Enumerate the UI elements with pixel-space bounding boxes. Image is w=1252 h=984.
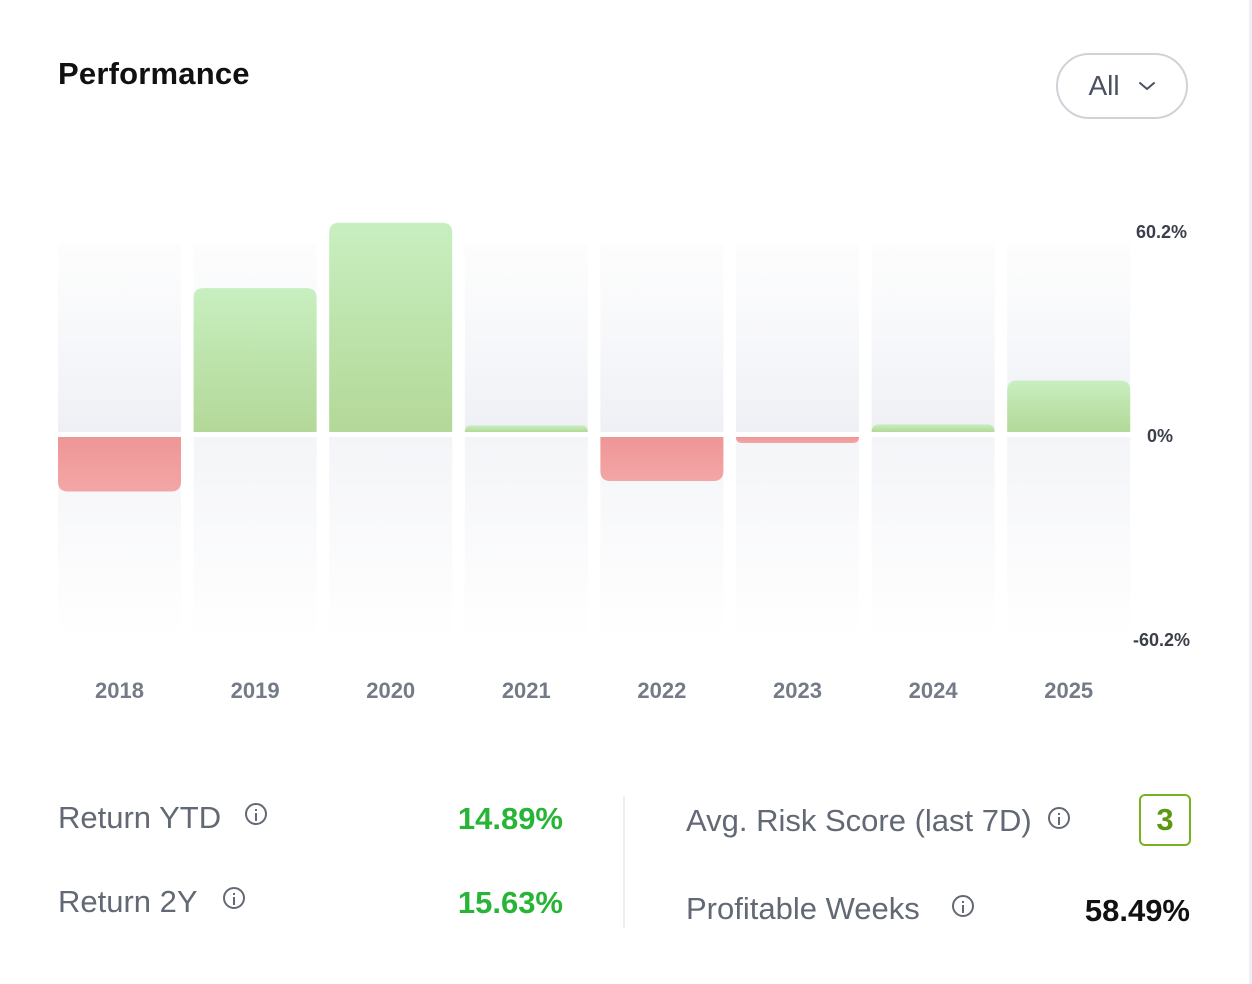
- x-tick-label: 2024: [909, 678, 959, 703]
- x-tick-label: 2019: [231, 678, 280, 703]
- page-title: Performance: [58, 56, 250, 91]
- performance-chart: 2018 2019 2020 2021 2022 2023 2024 2025 60.2% 0…: [58, 222, 1190, 703]
- return-2y-value: 15.63%: [457, 885, 563, 920]
- y-tick-zero: 0%: [1147, 426, 1173, 446]
- bar-track-upper: [871, 244, 995, 432]
- bar-track-upper: [600, 244, 724, 432]
- bar-2019[interactable]: [193, 288, 317, 432]
- return-2y-label: Return 2Y: [58, 884, 198, 919]
- bar-2020[interactable]: [329, 222, 453, 432]
- return-ytd-value: 14.89%: [457, 801, 563, 836]
- x-tick-label: 2022: [637, 678, 686, 703]
- x-tick-label: 2018: [95, 678, 144, 703]
- x-tick-label: 2023: [773, 678, 822, 703]
- bar-track-lower: [329, 437, 453, 638]
- bar-2022[interactable]: [600, 437, 724, 482]
- y-tick-bottom: -60.2%: [1133, 630, 1190, 650]
- bar-track-upper: [736, 244, 859, 432]
- info-icon[interactable]: [952, 895, 974, 917]
- x-tick-label: 2020: [366, 678, 415, 703]
- period-dropdown[interactable]: All: [1056, 53, 1188, 119]
- stats-divider: [623, 796, 625, 928]
- x-tick-label: 2025: [1044, 678, 1093, 703]
- avg-risk-label: Avg. Risk Score (last 7D): [686, 803, 1032, 838]
- x-tick-label: 2021: [502, 678, 551, 703]
- bar-track-lower: [464, 437, 588, 638]
- return-ytd-label: Return YTD: [58, 800, 222, 835]
- y-tick-top: 60.2%: [1136, 222, 1187, 242]
- period-dropdown-value: All: [1088, 70, 1120, 101]
- bar-track-lower: [736, 437, 859, 638]
- bar-2023[interactable]: [736, 437, 859, 443]
- info-icon[interactable]: [1048, 807, 1070, 829]
- bar-track-lower: [871, 437, 995, 638]
- profitable-weeks-label: Profitable Weeks: [686, 891, 920, 926]
- bar-2025[interactable]: [1007, 380, 1131, 432]
- bar-2024[interactable]: [871, 424, 995, 432]
- bar-track-upper: [464, 244, 588, 432]
- bar-track-upper: [58, 244, 181, 432]
- info-icon[interactable]: [245, 803, 267, 825]
- bar-track-lower: [193, 437, 317, 638]
- bar-2021[interactable]: [464, 425, 588, 432]
- panel-edge: [1249, 0, 1252, 984]
- info-icon[interactable]: [223, 887, 245, 909]
- risk-score-badge: 3: [1139, 794, 1191, 846]
- chevron-down-icon: [1138, 82, 1155, 90]
- bar-track-lower: [1007, 437, 1131, 638]
- profitable-weeks-value: 58.49%: [1084, 893, 1190, 928]
- bar-2018[interactable]: [58, 437, 181, 492]
